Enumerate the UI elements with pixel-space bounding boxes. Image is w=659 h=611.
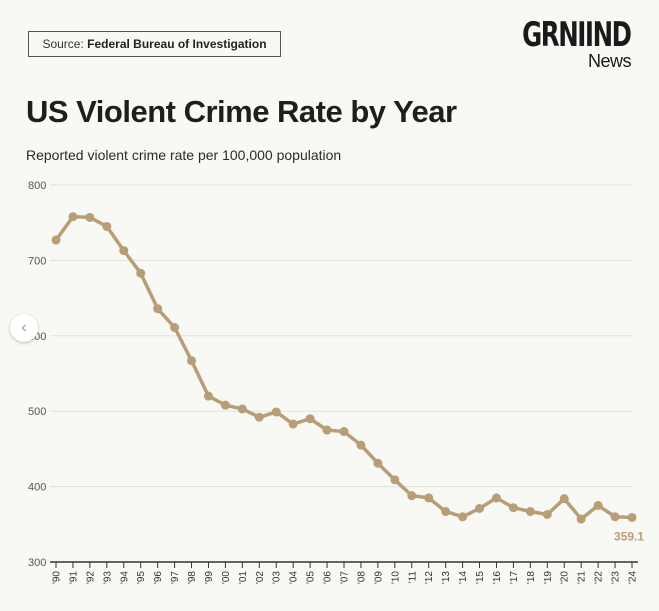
x-tick-label: '90 <box>52 571 63 584</box>
data-point <box>305 414 315 424</box>
data-point <box>407 491 417 501</box>
data-point <box>424 493 434 503</box>
x-tick-label: '92 <box>85 571 96 584</box>
data-point <box>68 212 78 222</box>
x-tick-label: '01 <box>238 571 249 584</box>
x-tick-label: '96 <box>153 571 164 584</box>
chart-subtitle: Reported violent crime rate per 100,000 … <box>26 147 342 163</box>
y-tick-label: 700 <box>28 255 46 267</box>
data-point <box>542 509 552 519</box>
x-tick-label: '93 <box>102 571 113 584</box>
data-point <box>508 503 518 513</box>
data-point <box>203 391 213 401</box>
data-point <box>85 212 95 222</box>
data-point <box>322 425 332 435</box>
x-tick-label: '04 <box>289 571 300 584</box>
y-tick-label: 300 <box>28 557 46 569</box>
series-line <box>54 214 633 521</box>
data-point <box>119 246 129 256</box>
x-tick-label: '19 <box>543 571 554 584</box>
x-tick-label: '97 <box>170 571 181 584</box>
x-tick-label: '22 <box>594 571 605 584</box>
x-tick-label: '20 <box>560 571 571 584</box>
source-box: Source: Federal Bureau of Investigation <box>28 31 281 57</box>
logo-news: News <box>587 51 632 71</box>
x-tick-label: '10 <box>390 571 401 584</box>
data-point <box>373 458 383 468</box>
data-point <box>475 503 485 513</box>
x-tick-label: '15 <box>475 571 486 584</box>
x-tick-label: '91 <box>68 571 79 584</box>
previous-arrow-icon[interactable]: ‹ <box>10 314 38 342</box>
x-tick-label: '18 <box>526 571 537 584</box>
source-value: Federal Bureau of Investigation <box>87 37 267 51</box>
x-tick-label: '16 <box>492 571 503 584</box>
data-point <box>356 440 366 450</box>
x-tick-label: '23 <box>611 571 622 584</box>
x-tick-label: '21 <box>577 571 588 584</box>
x-tick-label: '00 <box>221 571 232 584</box>
data-point <box>271 407 281 417</box>
data-point <box>51 235 61 245</box>
chart-title: US Violent Crime Rate by Year <box>26 94 457 129</box>
x-tick-label: '03 <box>272 571 283 584</box>
x-tick-label: '11 <box>407 571 418 584</box>
y-tick-label: 800 <box>28 180 46 192</box>
data-point <box>441 506 451 516</box>
data-point <box>339 427 349 437</box>
x-tick-label: '95 <box>136 571 147 584</box>
x-tick-label: '99 <box>204 571 215 584</box>
data-point <box>491 493 501 503</box>
data-point <box>627 512 637 522</box>
data-point <box>525 506 535 516</box>
x-tick-label: '02 <box>255 571 266 584</box>
ground-news-logo: GRNIIND News <box>480 15 633 71</box>
y-tick-label: 500 <box>28 406 46 418</box>
data-point <box>559 494 569 504</box>
x-tick-label: '09 <box>373 571 384 584</box>
x-tick-label: '24 <box>628 571 639 584</box>
data-point <box>102 221 112 231</box>
data-point <box>576 514 586 524</box>
x-tick-label: '13 <box>441 571 452 584</box>
data-point <box>390 475 400 485</box>
source-label: Source: <box>42 37 84 51</box>
data-point <box>187 356 197 366</box>
logo-wordmark: GRNIIND <box>522 15 633 55</box>
data-point <box>458 512 468 522</box>
data-point <box>170 323 180 333</box>
x-tick-label: '08 <box>356 571 367 584</box>
x-tick-label: '12 <box>424 571 435 584</box>
x-tick-label: '07 <box>340 571 351 584</box>
x-tick-label: '05 <box>306 571 317 584</box>
data-point <box>593 500 603 510</box>
data-point <box>254 412 264 422</box>
x-tick-label: '14 <box>458 571 469 584</box>
x-tick-label: '94 <box>119 571 130 584</box>
y-tick-label: 400 <box>28 482 46 494</box>
data-point <box>288 419 298 429</box>
data-point <box>220 400 230 410</box>
data-point <box>610 512 620 522</box>
data-point <box>136 268 146 278</box>
end-value-label: 359.1 <box>614 529 644 543</box>
x-tick-label: '98 <box>187 571 198 584</box>
x-tick-label: '17 <box>509 571 520 584</box>
data-point <box>153 304 163 314</box>
data-point <box>237 404 247 414</box>
x-tick-label: '06 <box>323 571 334 584</box>
